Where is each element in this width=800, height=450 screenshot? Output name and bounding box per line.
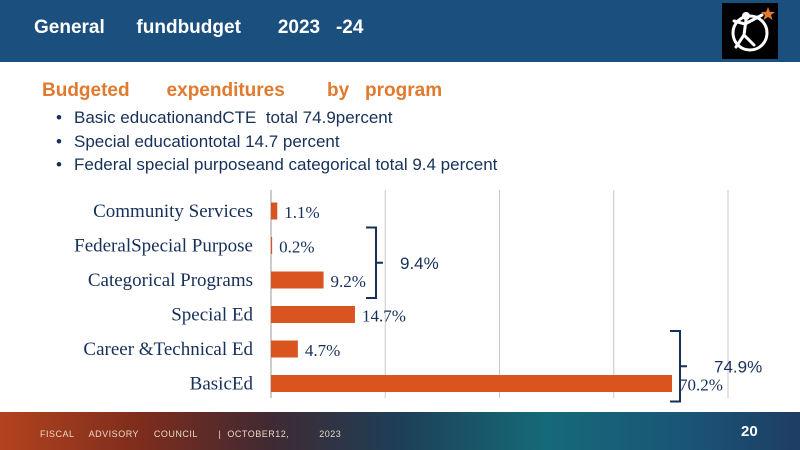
bar <box>271 306 355 323</box>
bar <box>271 202 278 220</box>
bullet-item: Basic educationandCTE total 74.9percent <box>56 106 497 130</box>
category-label: BasicEd <box>190 374 254 395</box>
bullet-item: Federal special purposeand categorical t… <box>56 153 497 177</box>
group-label: 74.9% <box>714 357 762 376</box>
category-label: Career &Technical Ed <box>83 339 253 360</box>
category-label: Categorical Programs <box>88 270 253 291</box>
group-label: 9.4% <box>400 254 439 273</box>
bullet-item: Special educationtotal 14.7 percent <box>56 130 497 154</box>
data-label: 0.2% <box>279 238 314 257</box>
bar <box>271 375 673 392</box>
bar <box>271 237 273 254</box>
group-bracket <box>366 226 383 299</box>
bullet-list: Basic educationandCTE total 74.9percent … <box>56 106 497 177</box>
bar <box>271 271 324 289</box>
group-bracket <box>670 330 687 403</box>
expenditures-bar-chart: Community Services 1.1% FederalSpecial Pur… <box>74 190 762 403</box>
figure-with-star-logo-icon <box>722 3 778 59</box>
header-bar: General fundbudget 2023 -24 <box>0 0 800 62</box>
data-label: 70.2% <box>679 376 723 395</box>
data-label: 4.7% <box>305 341 340 360</box>
slide-title: General fundbudget 2023 -24 <box>34 17 364 38</box>
section-heading: Budgeted expenditures by program <box>42 80 443 101</box>
page-number: 20 <box>741 423 758 440</box>
bar <box>271 340 298 358</box>
category-label: FederalSpecial Purpose <box>74 236 253 257</box>
data-label: 14.7% <box>362 307 406 326</box>
category-label: Community Services <box>93 201 253 222</box>
footer-text: FISCAL ADVISORY COUNCIL | OCTOBER12, 202… <box>40 429 342 439</box>
logo <box>722 3 778 59</box>
data-label: 1.1% <box>284 203 319 222</box>
category-label: Special Ed <box>171 305 253 326</box>
footer-bar <box>0 412 800 450</box>
data-label: 9.2% <box>331 272 366 291</box>
